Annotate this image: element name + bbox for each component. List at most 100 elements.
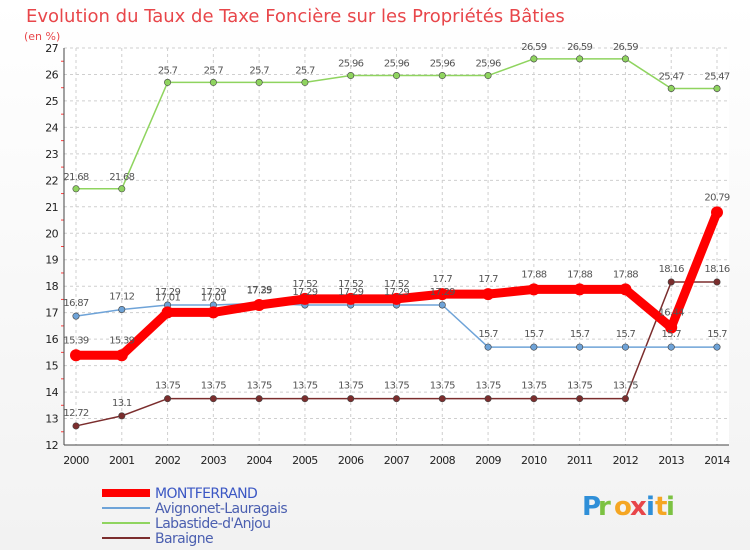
y-tick-label: 23 <box>45 148 58 161</box>
data-point <box>161 306 174 319</box>
data-label: 25.47 <box>659 71 684 82</box>
data-point <box>667 278 675 286</box>
data-label: 25.7 <box>249 65 269 76</box>
y-tick-label: 12 <box>45 439 58 452</box>
grid <box>64 47 729 446</box>
data-label: 21.68 <box>109 172 134 183</box>
data-point <box>621 395 629 403</box>
axes: 12 13 14 15 16 17 18 19 20 21 22 23 24 25 26 27 2000 2001… <box>45 42 731 467</box>
data-point <box>255 395 263 403</box>
data-label: 13.75 <box>613 381 638 392</box>
data-point <box>255 78 263 86</box>
data-label: 26.59 <box>567 42 592 53</box>
data-point <box>530 343 538 351</box>
legend-label: Labastide-d'Anjou <box>155 516 270 532</box>
data-label: 17.29 <box>384 287 409 298</box>
data-label: 25.7 <box>204 65 224 76</box>
data-label: 13.75 <box>338 381 363 392</box>
chart-title: Evolution du Taux de Taxe Foncière sur l… <box>26 6 565 27</box>
data-label: 16.44 <box>659 307 684 318</box>
data-label: 12.72 <box>63 408 88 419</box>
x-tick-label: 2011 <box>567 454 593 467</box>
legend-label: Avignonet-Lauragais <box>155 501 287 517</box>
data-point <box>347 395 355 403</box>
y-tick-label: 22 <box>45 174 58 187</box>
data-point <box>665 321 678 334</box>
data-point <box>118 305 126 313</box>
data-point <box>164 395 172 403</box>
data-label: 15.39 <box>63 335 88 346</box>
data-label: 13.75 <box>476 381 501 392</box>
brand-letter: P <box>582 492 601 522</box>
data-label: 17.12 <box>109 291 134 302</box>
data-label: 25.47 <box>704 71 729 82</box>
data-label: 17.88 <box>521 269 546 280</box>
data-label: 13.75 <box>384 381 409 392</box>
data-label: 17.01 <box>201 292 226 303</box>
legend-label: Baraigne <box>155 531 213 547</box>
legend: MONTFERRANDAvignonet-LauragaisLabastide-… <box>102 486 288 547</box>
data-label: 25.96 <box>430 59 455 70</box>
data-label: 18.16 <box>659 264 684 275</box>
data-point <box>482 288 495 301</box>
data-label: 17.29 <box>430 287 455 298</box>
data-label: 25.7 <box>158 65 178 76</box>
data-label: 17.01 <box>155 292 180 303</box>
data-point <box>713 278 721 286</box>
x-tick-label: 2012 <box>613 454 639 467</box>
y-tick-label: 17 <box>45 307 58 320</box>
data-label: 25.96 <box>384 59 409 70</box>
x-tick-label: 2014 <box>704 454 730 467</box>
data-label: 16.87 <box>63 298 88 309</box>
x-tick-label: 2003 <box>201 454 227 467</box>
data-point <box>209 395 217 403</box>
data-point <box>347 72 355 80</box>
data-point <box>438 72 446 80</box>
data-label: 15.7 <box>524 329 544 340</box>
data-point <box>118 412 126 420</box>
data-label: 25.7 <box>295 65 315 76</box>
proxiti-logo: Pr ox i ti <box>582 492 675 522</box>
data-label: 17.29 <box>292 287 317 298</box>
data-point <box>667 84 675 92</box>
x-tick-label: 2004 <box>246 454 272 467</box>
data-point <box>301 78 309 86</box>
brand-letter: o <box>614 492 632 522</box>
data-label: 17.88 <box>567 269 592 280</box>
data-label: 25.96 <box>338 59 363 70</box>
data-label: 17.29 <box>338 287 363 298</box>
data-point <box>70 349 82 362</box>
brand-letter: r <box>598 492 611 522</box>
data-point <box>438 301 446 309</box>
data-label: 15.7 <box>570 329 590 340</box>
data-point <box>298 292 311 305</box>
legend-label: MONTFERRAND <box>155 486 257 502</box>
data-point <box>438 395 446 403</box>
data-label: 21.68 <box>63 172 88 183</box>
data-label: 17.88 <box>613 269 638 280</box>
x-tick-label: 2005 <box>292 454 318 467</box>
data-point <box>253 298 266 311</box>
y-tick-label: 14 <box>45 386 58 399</box>
data-point <box>164 78 172 86</box>
data-point <box>711 206 723 219</box>
data-point <box>392 72 400 80</box>
data-label: 15.7 <box>478 329 498 340</box>
brand-letter: i <box>666 492 675 522</box>
data-point <box>207 306 220 319</box>
data-label: 17.29 <box>155 287 180 298</box>
y-tick-label: 25 <box>45 95 58 108</box>
data-labels: 12.72 13.1 13.75 13.75 13.75 13.75 13.75 13.75 1… <box>63 42 730 419</box>
data-point <box>619 283 632 296</box>
data-point <box>118 185 126 193</box>
data-point <box>301 395 309 403</box>
data-label: 26.59 <box>521 42 546 53</box>
x-tick-label: 2008 <box>429 454 455 467</box>
data-point <box>527 283 540 296</box>
data-point <box>390 292 403 305</box>
x-tick-label: 2000 <box>63 454 89 467</box>
data-point <box>209 78 217 86</box>
x-tick-label: 2007 <box>384 454 410 467</box>
y-tick-label: 16 <box>45 333 58 346</box>
